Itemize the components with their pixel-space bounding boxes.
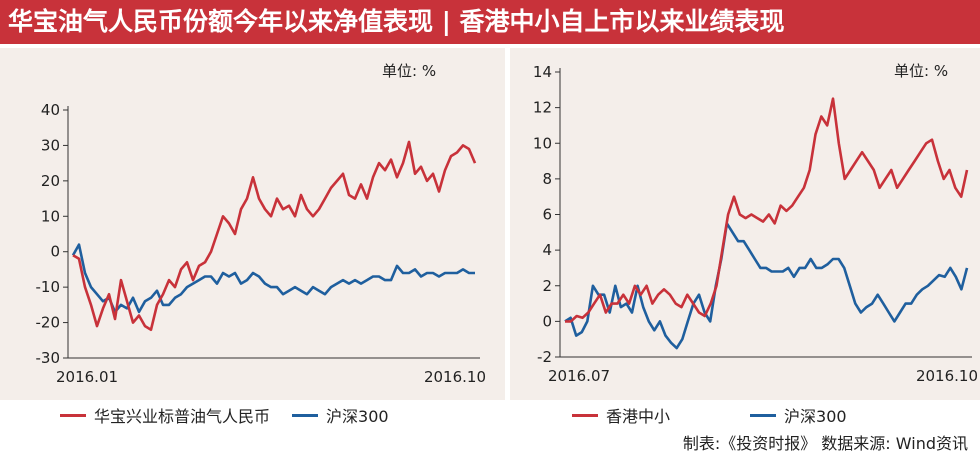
series-line bbox=[565, 97, 969, 323]
chart-panel-right: -2 0 2 4 6 8 10 12 14 2016.07 2016.10 单位: % bbox=[510, 48, 980, 400]
legend-left: 华宝兴业标普油气人民币 沪深300 bbox=[60, 400, 411, 430]
x-tick-label: 2016.01 bbox=[56, 368, 118, 386]
y-tick-label: 2 bbox=[542, 277, 552, 295]
y-tick-label: -2 bbox=[537, 348, 552, 366]
legend-item: 沪深300 bbox=[750, 403, 847, 427]
legend-label: 沪深300 bbox=[784, 407, 847, 426]
legend-label: 沪深300 bbox=[326, 407, 389, 426]
y-tick-label: 6 bbox=[542, 206, 552, 224]
y-tick-label: 0 bbox=[542, 312, 552, 330]
chart-left-svg: -30 -20 -10 0 10 20 30 40 2016.01 2016.10 bbox=[36, 101, 487, 386]
series-line bbox=[564, 222, 969, 350]
legend-item: 华宝兴业标普油气人民币 bbox=[60, 403, 270, 427]
legend-swatch-blue bbox=[750, 413, 777, 417]
unit-label-left: 单位: % bbox=[382, 62, 437, 80]
legend-right: 香港中小 沪深300 bbox=[572, 400, 869, 430]
y-tick-label: 10 bbox=[533, 134, 552, 152]
legend-swatch-red bbox=[572, 413, 598, 417]
series-line bbox=[72, 140, 477, 332]
legend-item: 香港中小 bbox=[572, 403, 670, 427]
y-tick-label: 14 bbox=[533, 63, 552, 81]
unit-label-right: 单位: % bbox=[894, 62, 949, 80]
source-note: 制表:《投资时报》 数据来源: Wind资讯 bbox=[682, 434, 968, 453]
page-title: 华宝油气人民币份额今年以来净值表现 | 香港中小自上市以来业绩表现 bbox=[0, 0, 980, 44]
y-tick-label: -10 bbox=[36, 278, 61, 296]
y-tick-label: 8 bbox=[542, 170, 552, 188]
y-tick-label: -20 bbox=[36, 314, 61, 332]
chart-right-svg: -2 0 2 4 6 8 10 12 14 2016.07 2016.10 bbox=[533, 63, 978, 385]
y-tick-label: 10 bbox=[41, 207, 60, 225]
x-tick-label: 2016.07 bbox=[548, 367, 610, 385]
x-tick-label: 2016.10 bbox=[916, 367, 978, 385]
legend-swatch-blue bbox=[292, 413, 319, 417]
x-tick-label: 2016.10 bbox=[424, 368, 486, 386]
y-tick-label: 4 bbox=[542, 241, 552, 259]
series-line bbox=[71, 243, 475, 314]
legend-label: 华宝兴业标普油气人民币 bbox=[94, 407, 271, 426]
legend-label: 香港中小 bbox=[606, 407, 671, 426]
legend-swatch-red bbox=[60, 413, 86, 417]
y-tick-label: -30 bbox=[36, 349, 61, 367]
legend-item: 沪深300 bbox=[292, 403, 389, 427]
chart-panel-left: -30 -20 -10 0 10 20 30 40 2016.01 2016.10 单位: % bbox=[0, 48, 505, 400]
y-tick-label: 20 bbox=[41, 172, 60, 190]
y-tick-label: 40 bbox=[41, 101, 60, 119]
y-tick-label: 30 bbox=[41, 136, 60, 154]
y-tick-label: 12 bbox=[533, 99, 552, 117]
y-tick-label: 0 bbox=[50, 243, 60, 261]
